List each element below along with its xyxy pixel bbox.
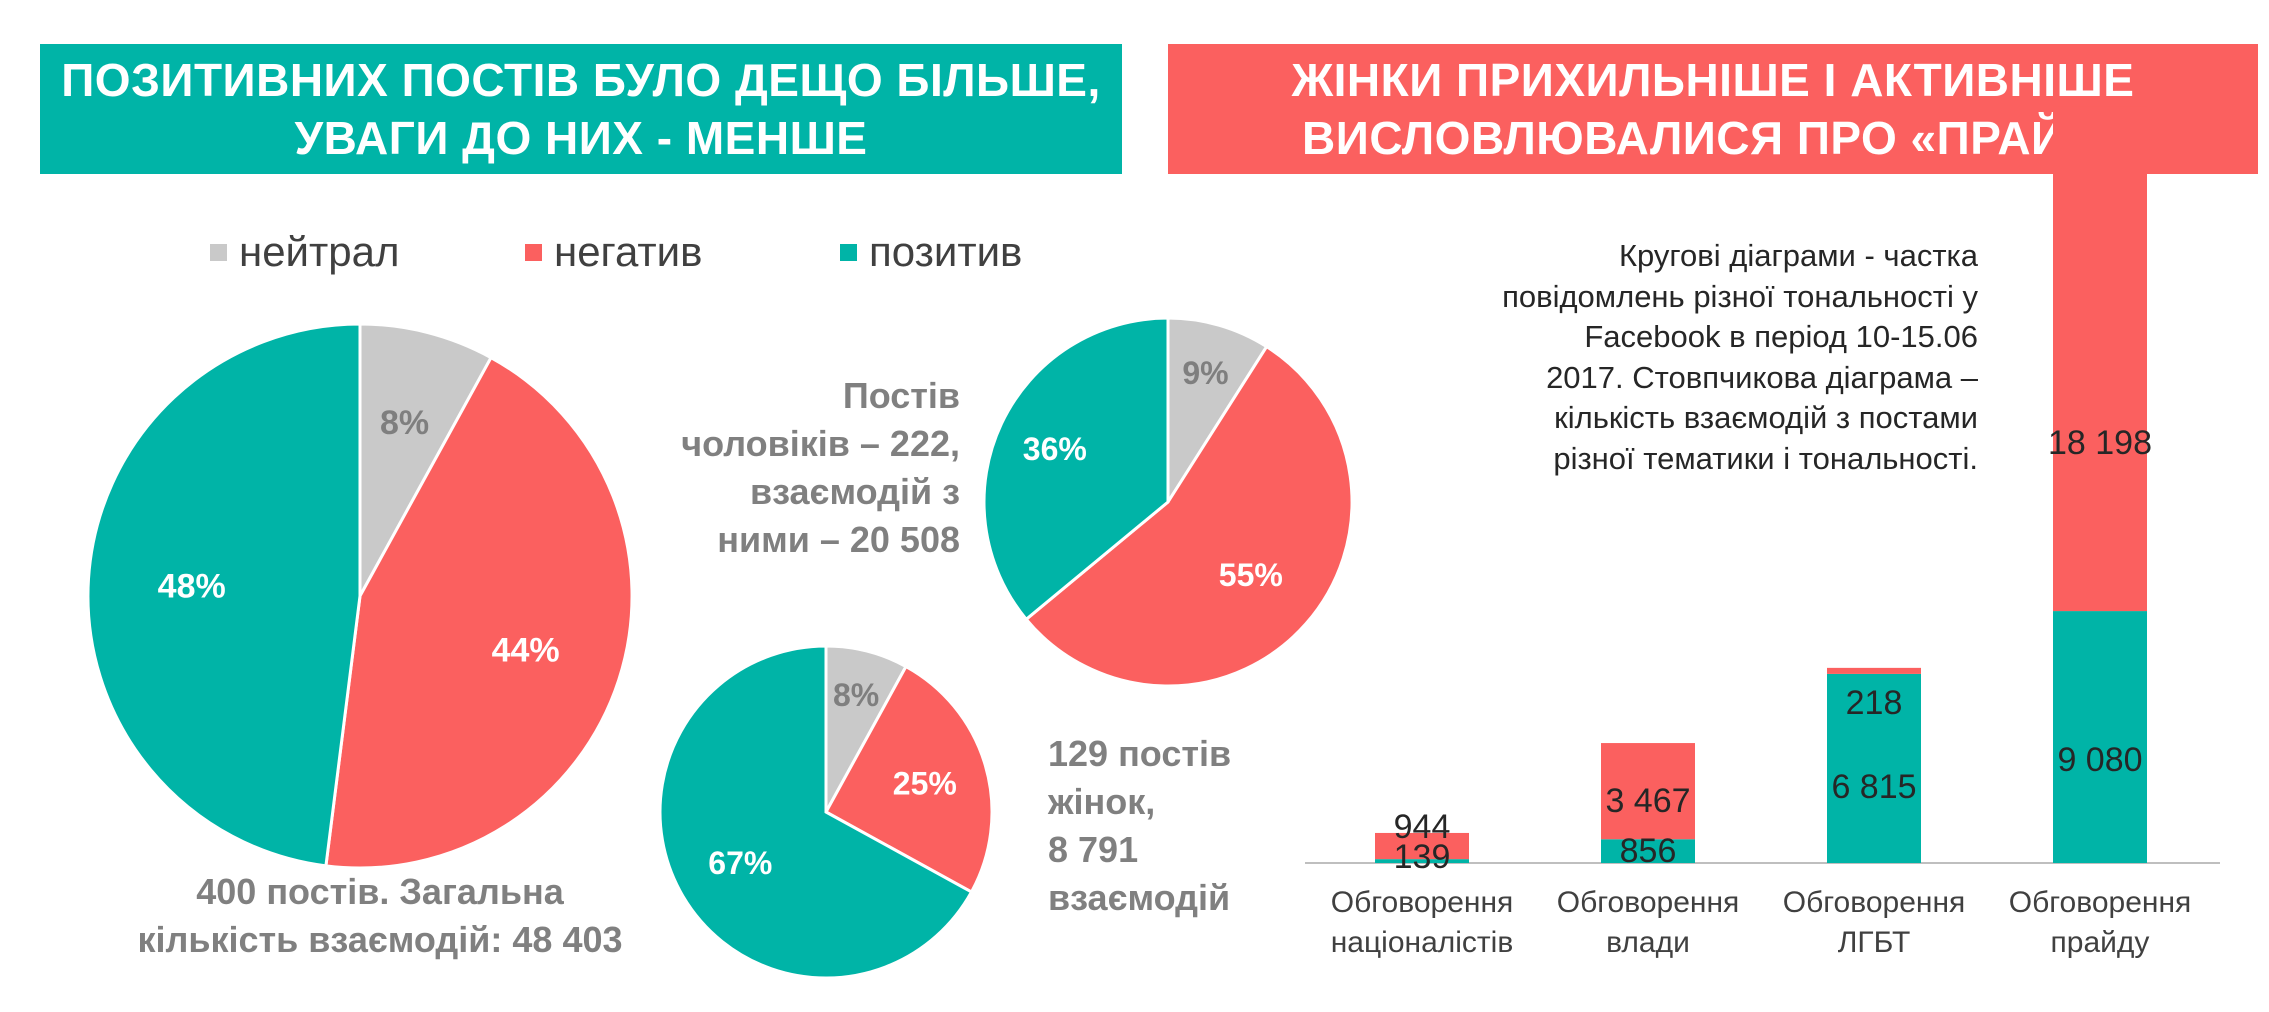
legend-label-neutral: нейтрал (239, 228, 400, 275)
bar-category-1-line-1: Обговорення (1557, 886, 1740, 919)
pie-men-slice-positive (982, 316, 1170, 622)
pie-all-label-negative: 44% (492, 632, 560, 670)
right-title-line-2: ВИСЛОВЛЮВАЛИСЯ ПРО «ПРАЙД» (1302, 112, 2124, 164)
bar-2-negative-label: 218 (1846, 684, 1903, 722)
left-title-banner: ПОЗИТИВНИХ ПОСТІВ БУЛО ДЕЩО БІЛЬШЕ, УВАГ… (40, 44, 1122, 174)
pie-women-label-positive: 67% (708, 845, 772, 881)
pie-all-slice-negative (324, 355, 634, 870)
pie-women-slice-positive (658, 644, 974, 980)
legend-label-negative: негатив (554, 228, 703, 275)
bar-0-negative-label: 944 (1394, 808, 1451, 846)
bar-1-negative (1601, 743, 1695, 840)
caption-women-line-3: 8 791 (1048, 829, 1139, 870)
bar-category-0-line-1: Обговорення (1331, 886, 1514, 919)
bar-3-negative (2053, 106, 2147, 612)
bar-3-positive-label: 9 080 (2057, 741, 2142, 779)
legend-item-negative: негатив (525, 228, 702, 276)
legend-item-neutral: нейтрал (210, 228, 399, 276)
right-title-banner: ЖІНКИ ПРИХИЛЬНІШЕ І АКТИВНІШЕ ВИСЛОВЛЮВА… (1168, 44, 2258, 174)
bar-0-positive (1375, 859, 1469, 863)
caption-men-line-2: чоловіків – 222, (681, 423, 960, 464)
note-line-6: різної тематики і тональності. (1553, 440, 1978, 476)
pie-men-slice-negative (1024, 344, 1354, 688)
bar-2-positive (1827, 673, 1921, 863)
caption-men-posts: Постів чоловіків – 222, взаємодій з ними… (600, 372, 960, 564)
legend-label-positive: позитив (869, 228, 1023, 275)
caption-all-posts: 400 постів. Загальна кількість взаємодій… (40, 868, 720, 964)
bar-category-1-line-2: влади (1606, 926, 1690, 959)
left-title-line-2: УВАГИ ДО НИХ - МЕНШЕ (294, 112, 868, 164)
right-title-line-1: ЖІНКИ ПРИХИЛЬНІШЕ І АКТИВНІШЕ (1291, 54, 2135, 106)
caption-women-line-4: взаємодій (1048, 877, 1231, 918)
note-line-1: Кругові діаграми - частка (1618, 238, 1978, 273)
caption-all-line-2: кількість взаємодій: 48 403 (137, 919, 623, 960)
note-line-2: повідомлень різної тональності у (1502, 278, 1978, 314)
bar-0-positive-label: 139 (1394, 838, 1451, 876)
bar-3-negative-label: 18 198 (2048, 424, 2152, 462)
pie-men-slice-neutral (1166, 316, 1269, 508)
caption-all-line-1: 400 постів. Загальна (196, 871, 564, 912)
pie-men-label-neutral: 9% (1182, 355, 1228, 391)
bar-2-positive-label: 6 815 (1831, 768, 1916, 806)
caption-men-line-3: взаємодій з (749, 471, 960, 512)
legend-swatch-neutral (210, 243, 227, 261)
pie-women-label-neutral: 8% (833, 677, 879, 713)
caption-men-line-1: Постів (842, 375, 960, 416)
pie-women-label-negative: 25% (893, 766, 957, 802)
bar-1-negative-label: 3 467 (1605, 782, 1690, 820)
note-line-4: 2017. Стовпчикова діаграма – (1546, 359, 1978, 395)
bar-category-3-line-2: прайду (2051, 926, 2150, 959)
pie-women-slice-negative (823, 664, 994, 895)
note-line-3: Facebook в період 10-15.06 (1584, 319, 1978, 354)
bar-2-negative (1827, 667, 1921, 674)
pie-all-label-neutral: 8% (380, 404, 429, 442)
bar-0-negative (1375, 832, 1469, 860)
caption-women-line-2: жінок, (1048, 781, 1156, 822)
pie-men-label-positive: 36% (1023, 431, 1087, 467)
bar-category-2-line-2: ЛГБТ (1838, 926, 1911, 959)
bar-category-2-line-1: Обговорення (1783, 886, 1966, 919)
legend-item-positive: позитив (840, 228, 1022, 276)
caption-women-line-1: 129 постів (1048, 733, 1232, 774)
bar-category-3-line-1: Обговорення (2009, 886, 2192, 919)
pie-all-slice-positive (86, 322, 362, 868)
bar-category-0-line-2: націоналістів (1331, 926, 1514, 959)
bar-1-positive (1601, 839, 1695, 863)
caption-men-line-4: ними – 20 508 (717, 519, 960, 560)
chart-note: Кругові діаграми - частка повідомлень рі… (1430, 236, 1978, 479)
pie-all-slice-neutral (358, 322, 494, 597)
legend-swatch-negative (525, 243, 542, 261)
note-line-5: кількість взаємодій з постами (1554, 400, 1978, 435)
left-title-line-1: ПОЗИТИВНИХ ПОСТІВ БУЛО ДЕЩО БІЛЬШЕ, (61, 54, 1101, 106)
bar-3-positive (2053, 611, 2147, 863)
caption-women-posts: 129 постів жінок, 8 791 взаємодій (1048, 730, 1288, 922)
pie-all-label-positive: 48% (158, 567, 226, 605)
bar-1-positive-label: 856 (1620, 832, 1677, 870)
pie-men-label-negative: 55% (1219, 557, 1283, 593)
legend-swatch-positive (840, 243, 857, 261)
